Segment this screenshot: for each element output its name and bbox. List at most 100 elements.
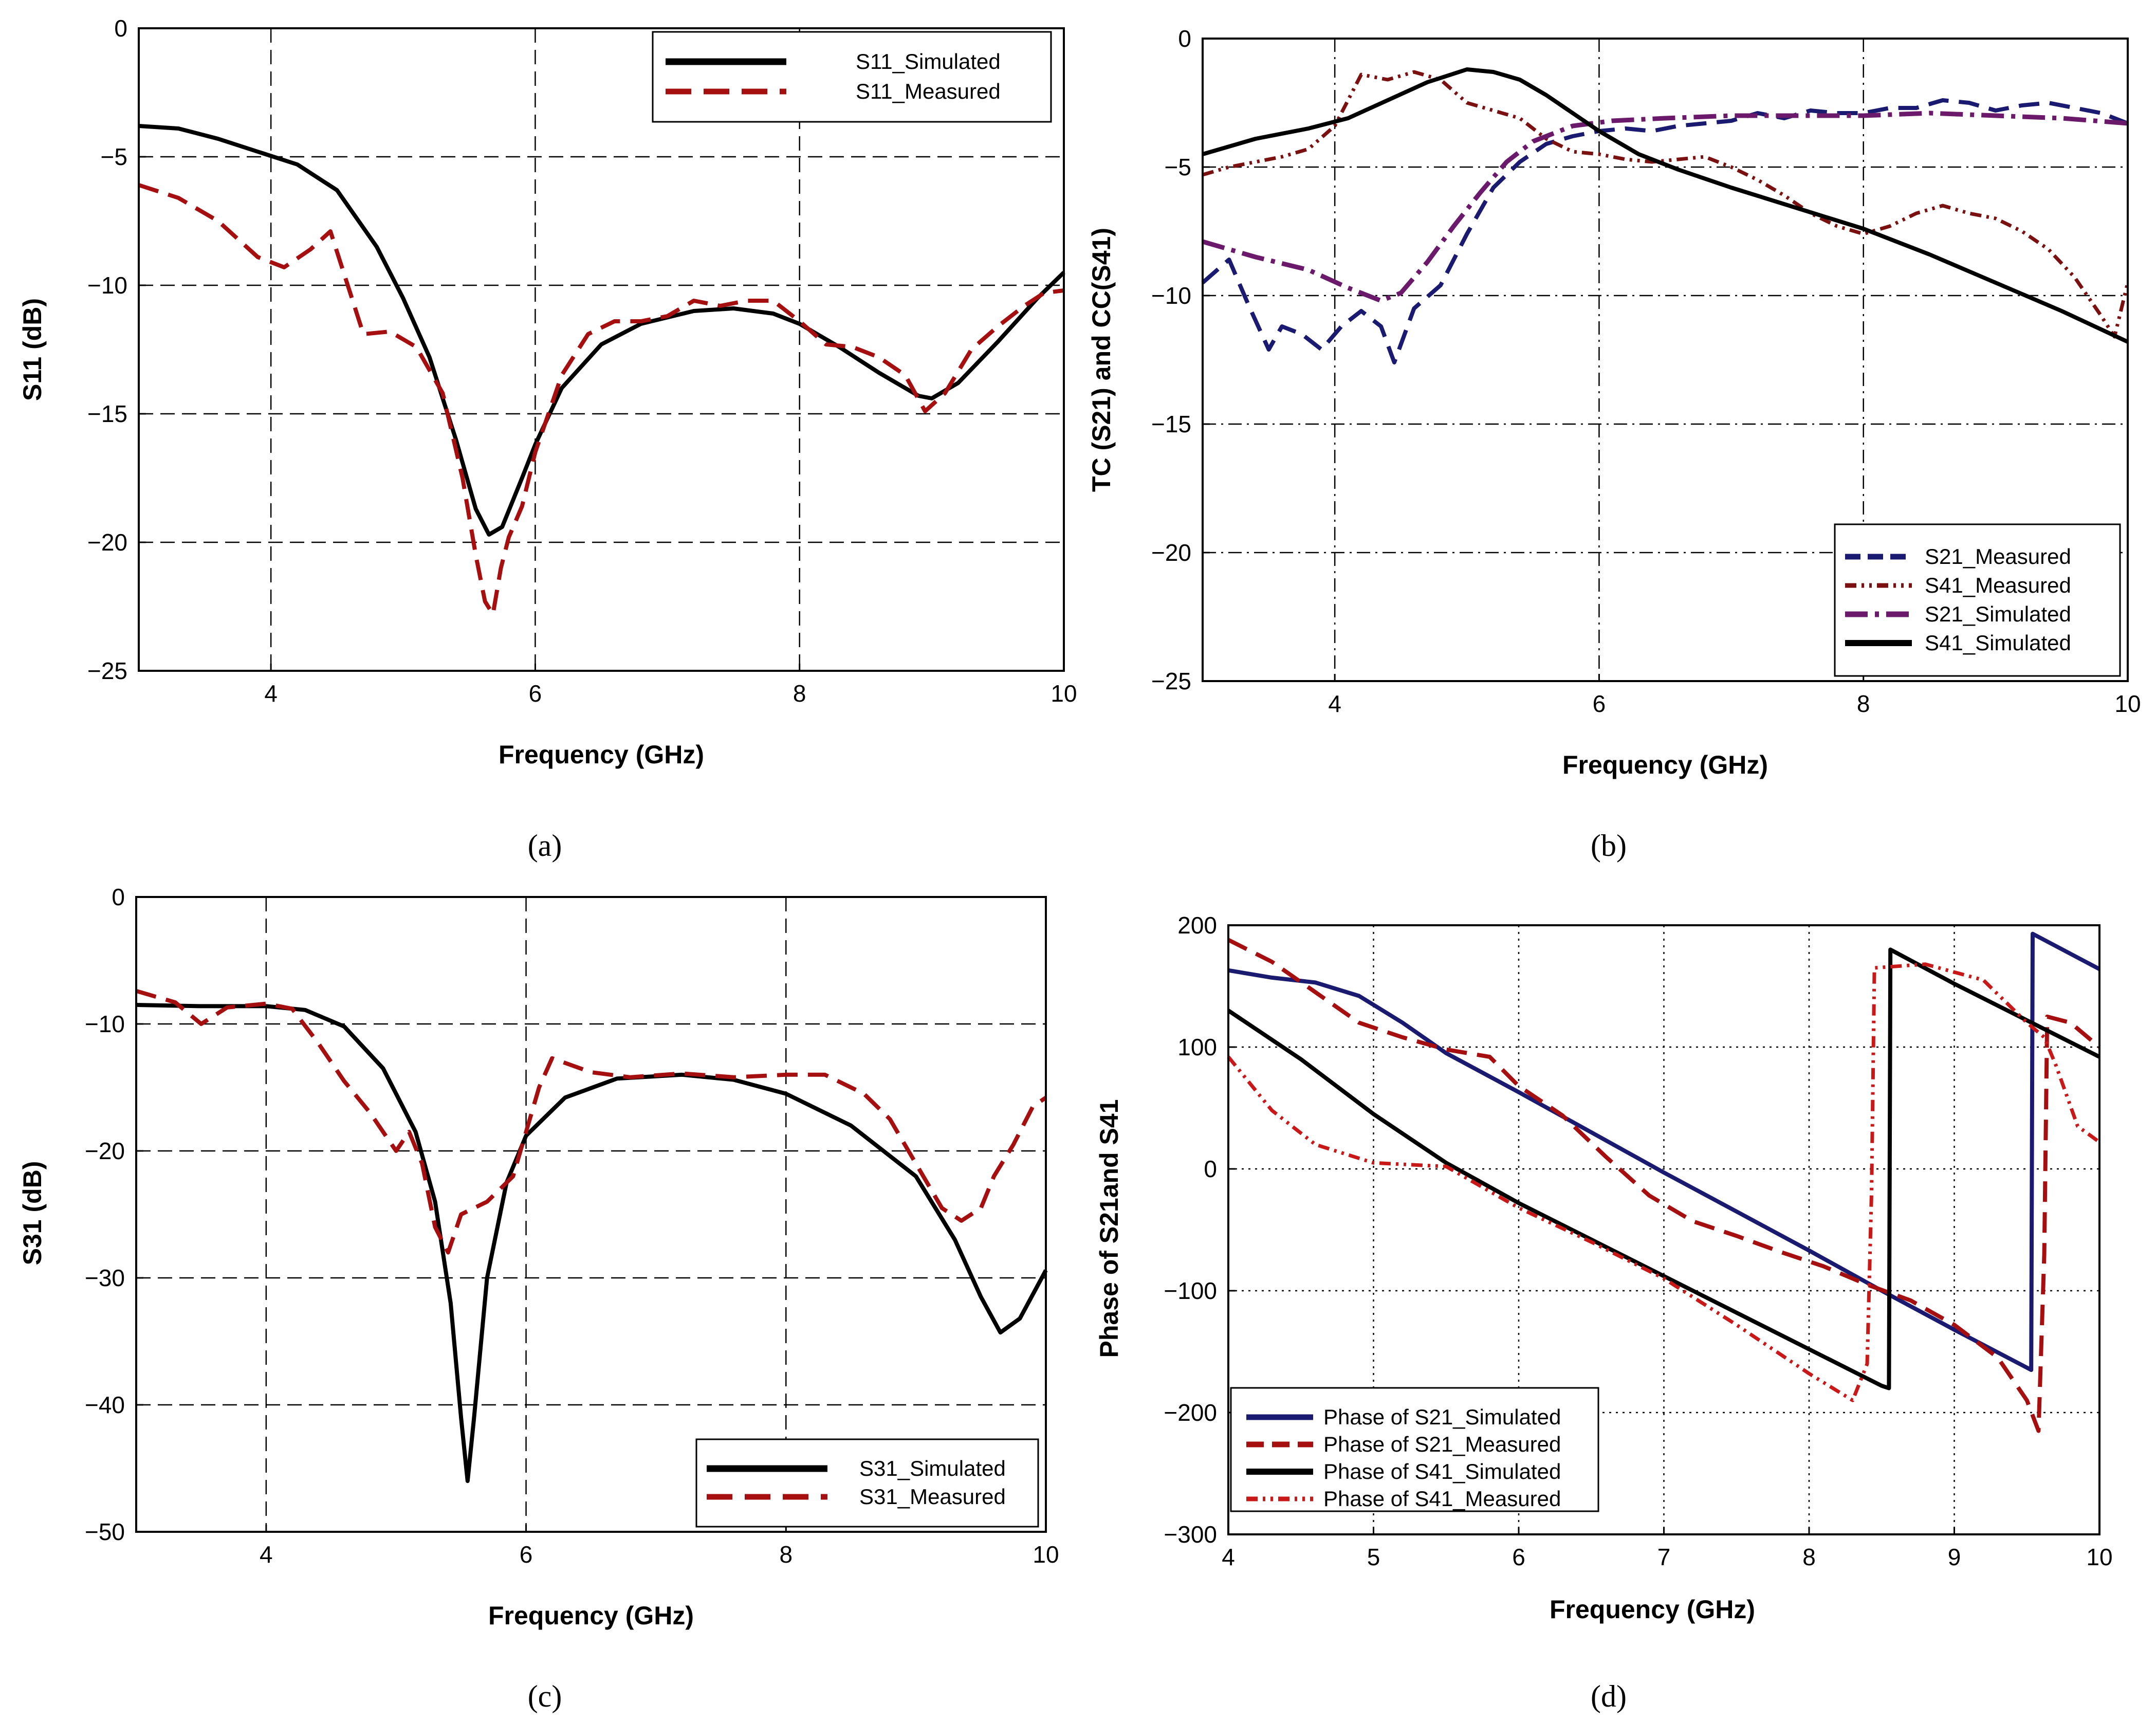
panel-b-plot-frame xyxy=(1202,38,2129,682)
panel-b-ytick-label: 0 xyxy=(1178,25,1191,52)
panel-c-series-s31-simulated xyxy=(136,1003,1048,1483)
panel-d-ytick-label: −100 xyxy=(1164,1277,1217,1304)
panel-c-series-s31-measured xyxy=(135,988,1047,1255)
panel-c-xtick-label: 4 xyxy=(260,1541,273,1568)
panel-a-ytick-label: 0 xyxy=(114,15,127,42)
panel-d: 4 5 6 7 8 9 10 200 100 0 −100 −200 −300 Frequency (G… xyxy=(1095,912,2113,1713)
panel-a-series-s11-simulated xyxy=(138,124,1065,537)
panel-b-ytick-label: −10 xyxy=(1151,282,1191,309)
panel-a-grid xyxy=(139,28,1064,671)
panel-d-legend-label-1: Phase of S21_Measured xyxy=(1323,1432,1561,1456)
panel-c-legend: S31_Simulated S31_Measured xyxy=(695,1438,1039,1528)
panel-b-xtick-label: 4 xyxy=(1328,690,1341,717)
panel-d-xtick-label: 6 xyxy=(1512,1544,1525,1570)
panel-a-plot-frame xyxy=(138,27,1065,672)
panel-a-series-s11-measured xyxy=(138,183,1064,616)
panel-b-legend: S21_Measured S41_Measured S21_Simulated … xyxy=(1834,523,2121,677)
panel-d-ylabel: Phase of S21and S41 xyxy=(1095,1099,1123,1358)
panel-d-ytick-label: 0 xyxy=(1204,1156,1217,1182)
panel-c-ytick-label: −50 xyxy=(85,1518,125,1545)
panel-b-caption: (b) xyxy=(1591,829,1627,863)
panel-b-series-s21-measured xyxy=(1201,98,2129,364)
panel-b-series xyxy=(1201,67,2130,364)
panel-d-series xyxy=(1227,931,2101,1433)
panel-a-xtick-label: 4 xyxy=(264,680,278,707)
panel-d-ticks: 4 5 6 7 8 9 10 200 100 0 −100 −200 −300 xyxy=(1164,912,2112,1570)
panel-b-ylabel: TC (S21) and CC(S41) xyxy=(1087,228,1116,492)
panel-d-ytick-label: 100 xyxy=(1177,1034,1217,1060)
panel-d-caption: (d) xyxy=(1591,1679,1627,1713)
panel-d-legend-label-2: Phase of S41_Simulated xyxy=(1323,1459,1561,1483)
panel-a-xtick-label: 8 xyxy=(793,680,806,707)
panel-b-ytick-label: −25 xyxy=(1151,668,1191,694)
panel-d-legend-box xyxy=(1230,1387,1599,1512)
panel-d-xtick-label: 5 xyxy=(1367,1544,1380,1570)
panel-a-ytick-label: −25 xyxy=(87,657,127,684)
panel-c-legend-label-1: S31_Measured xyxy=(859,1485,1006,1509)
panel-b-ticks: 4 6 8 10 0 −5 −10 −15 −20 −25 xyxy=(1151,25,2141,717)
panel-c-ytick-label: 0 xyxy=(112,884,125,910)
panel-c-xlabel: Frequency (GHz) xyxy=(488,1601,694,1630)
panel-a-ytick-label: −5 xyxy=(101,143,127,170)
panel-d-legend-label-3: Phase of S41_Measured xyxy=(1323,1487,1561,1511)
panel-a-legend-box xyxy=(652,31,1052,123)
panel-a-xlabel: Frequency (GHz) xyxy=(499,740,704,769)
panel-d-legend-label-0: Phase of S21_Simulated xyxy=(1323,1405,1561,1429)
panel-d-xtick-label: 10 xyxy=(2086,1544,2112,1570)
panel-a-ytick-label: −15 xyxy=(87,400,127,427)
panel-b-ytick-label: −15 xyxy=(1151,411,1191,437)
panel-d-series-phase-of-s21-measured xyxy=(1227,938,2101,1433)
panel-d-ytick-label: 200 xyxy=(1177,912,1217,939)
panel-a-legend-label-1: S11_Measured xyxy=(856,79,1001,103)
panel-a-xtick-label: 6 xyxy=(529,680,542,707)
panel-d-ytick-label: −200 xyxy=(1164,1399,1217,1426)
panel-c-ylabel: S31 (dB) xyxy=(18,1161,47,1266)
panel-c-plot-frame xyxy=(135,896,1047,1533)
panel-c-caption: (c) xyxy=(528,1679,562,1713)
panel-c-ytick-label: −40 xyxy=(85,1391,125,1418)
panel-b-legend-label-3: S41_Simulated xyxy=(1925,631,2071,655)
panel-b-xtick-label: 10 xyxy=(2114,690,2141,717)
panel-c-ytick-label: −20 xyxy=(85,1138,125,1164)
panel-b-ytick-label: −20 xyxy=(1151,539,1191,566)
panel-b-xtick-label: 6 xyxy=(1593,690,1606,717)
panel-a-legend: S11_Simulated S11_Measured xyxy=(652,31,1052,123)
panel-c-xtick-label: 10 xyxy=(1033,1541,1059,1568)
panel-a-ytick-label: −20 xyxy=(87,529,127,556)
panel-a-ticks: 4 6 8 10 0 −5 −10 −15 −20 −25 xyxy=(87,15,1077,707)
panel-c-ytick-label: −30 xyxy=(85,1265,125,1291)
panel-a-ytick-label: −10 xyxy=(87,272,127,299)
panel-d-xtick-label: 8 xyxy=(1802,1544,1816,1570)
panel-b-legend-box xyxy=(1834,523,2121,677)
panel-a-caption: (a) xyxy=(528,829,562,863)
panel-b-ytick-label: −5 xyxy=(1165,154,1191,180)
panel-c-legend-label-0: S31_Simulated xyxy=(859,1456,1006,1480)
panel-a-ylabel: S11 (dB) xyxy=(18,298,47,401)
panel-b: 4 6 8 10 0 −5 −10 −15 −20 −25 Frequency (GHz) TC … xyxy=(1087,25,2141,863)
panel-c-xtick-label: 6 xyxy=(520,1541,533,1568)
panel-a: 4 6 8 10 0 −5 −10 −15 −20 −25 Frequency (GHz) S11… xyxy=(18,15,1077,863)
panel-c-legend-box xyxy=(695,1438,1039,1528)
panel-c-ytick-label: −10 xyxy=(85,1011,125,1037)
panel-d-ytick-label: −300 xyxy=(1164,1521,1217,1548)
panel-a-legend-label-0: S11_Simulated xyxy=(856,49,1001,74)
panel-d-xtick-label: 7 xyxy=(1657,1544,1671,1570)
panel-b-legend-label-2: S21_Simulated xyxy=(1925,602,2071,626)
panel-c-ticks: 4 6 8 10 0 −10 −20 −30 −40 −50 xyxy=(85,884,1059,1568)
panel-c: 4 6 8 10 0 −10 −20 −30 −40 −50 Frequency (GHz) S3… xyxy=(18,884,1059,1713)
panel-b-series-s21-simulated xyxy=(1202,111,2128,303)
panel-a-xtick-label: 10 xyxy=(1051,680,1077,707)
panel-b-legend-label-1: S41_Measured xyxy=(1925,573,2071,597)
panel-c-xtick-label: 8 xyxy=(779,1541,793,1568)
panel-d-xtick-label: 4 xyxy=(1222,1544,1235,1570)
panel-b-xlabel: Frequency (GHz) xyxy=(1562,750,1768,779)
panel-a-series xyxy=(138,124,1065,616)
panel-d-series-phase-of-s21-simulated xyxy=(1228,931,2100,1372)
panel-d-series-phase-of-s41-simulated xyxy=(1227,947,2100,1390)
panel-d-xtick-label: 9 xyxy=(1948,1544,1961,1570)
panel-c-series xyxy=(135,988,1048,1483)
panel-b-xtick-label: 8 xyxy=(1857,690,1870,717)
panel-b-legend-label-0: S21_Measured xyxy=(1925,544,2071,569)
panel-d-legend: Phase of S21_Simulated Phase of S21_Meas… xyxy=(1230,1387,1599,1512)
